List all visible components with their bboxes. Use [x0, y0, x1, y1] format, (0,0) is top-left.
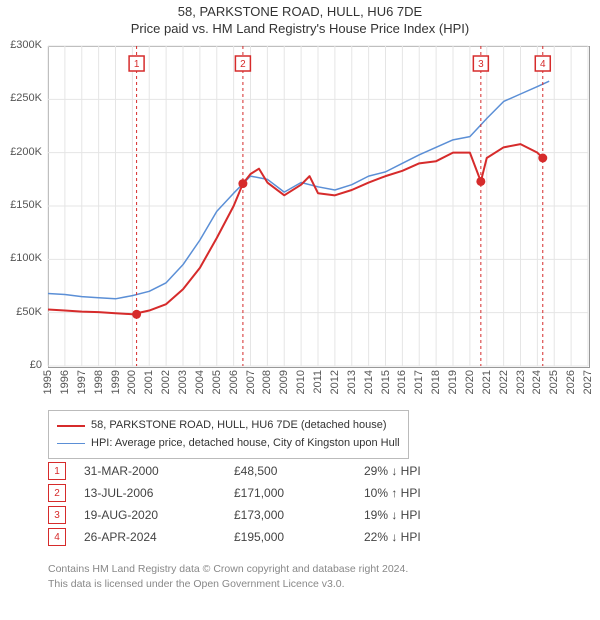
legend-swatch — [57, 425, 85, 427]
xtick-label: 2014 — [363, 370, 375, 394]
xtick-label: 2017 — [413, 370, 425, 394]
xtick-label: 2002 — [160, 370, 172, 394]
ytick-label: £0 — [0, 359, 42, 371]
xtick-label: 2015 — [380, 370, 392, 394]
xtick-label: 1996 — [59, 370, 71, 394]
ytick-label: £100K — [0, 252, 42, 264]
xtick-label: 2009 — [278, 370, 290, 394]
xtick-label: 1997 — [76, 370, 88, 394]
ytick-label: £50K — [0, 306, 42, 318]
xtick-label: 1995 — [42, 370, 54, 394]
table-row: 1 31-MAR-2000£48,50029% ↓ HPI — [48, 460, 504, 482]
xtick-label: 2022 — [498, 370, 510, 394]
xtick-label: 1999 — [110, 370, 122, 394]
xtick-label: 2006 — [228, 370, 240, 394]
xtick-label: 2026 — [565, 370, 577, 394]
xtick-label: 2000 — [126, 370, 138, 394]
xtick-label: 2003 — [177, 370, 189, 394]
xtick-label: 1998 — [93, 370, 105, 394]
cell-price: £171,000 — [234, 486, 364, 500]
xtick-label: 2027 — [582, 370, 594, 394]
cell-date: 19-AUG-2020 — [84, 508, 234, 522]
svg-text:2: 2 — [240, 59, 246, 70]
transactions-table: 1 31-MAR-2000£48,50029% ↓ HPI 2 13-JUL-2006… — [48, 460, 504, 548]
svg-text:1: 1 — [134, 59, 140, 70]
marker-box: 4 — [48, 528, 66, 546]
footer-line2: This data is licensed under the Open Gov… — [48, 577, 408, 592]
xtick-label: 2001 — [143, 370, 155, 394]
cell-pct: 29% ↓ HPI — [364, 464, 504, 478]
xtick-label: 2025 — [548, 370, 560, 394]
table-row: 2 13-JUL-2006£171,00010% ↑ HPI — [48, 482, 504, 504]
table-row: 3 19-AUG-2020£173,00019% ↓ HPI — [48, 504, 504, 526]
xtick-label: 2005 — [211, 370, 223, 394]
xtick-label: 2004 — [194, 370, 206, 394]
legend-swatch — [57, 443, 85, 444]
cell-date: 26-APR-2024 — [84, 530, 234, 544]
svg-text:3: 3 — [478, 59, 484, 70]
legend-item: 58, PARKSTONE ROAD, HULL, HU6 7DE (detac… — [57, 417, 400, 435]
marker-box: 3 — [48, 506, 66, 524]
marker-box: 2 — [48, 484, 66, 502]
ytick-label: £150K — [0, 199, 42, 211]
xtick-label: 2007 — [245, 370, 257, 394]
legend-label: 58, PARKSTONE ROAD, HULL, HU6 7DE (detac… — [91, 417, 387, 435]
cell-price: £195,000 — [234, 530, 364, 544]
marker-box: 1 — [48, 462, 66, 480]
footer-attribution: Contains HM Land Registry data © Crown c… — [48, 562, 408, 591]
xtick-label: 2008 — [261, 370, 273, 394]
legend-label: HPI: Average price, detached house, City… — [91, 435, 400, 453]
xtick-label: 2019 — [447, 370, 459, 394]
legend-item: HPI: Average price, detached house, City… — [57, 435, 400, 453]
xtick-label: 2020 — [464, 370, 476, 394]
xtick-label: 2011 — [312, 370, 324, 394]
ytick-label: £300K — [0, 39, 42, 51]
xtick-label: 2016 — [396, 370, 408, 394]
xtick-label: 2010 — [295, 370, 307, 394]
ytick-label: £250K — [0, 92, 42, 104]
footer-line1: Contains HM Land Registry data © Crown c… — [48, 562, 408, 577]
ytick-label: £200K — [0, 146, 42, 158]
xtick-label: 2021 — [481, 370, 493, 394]
cell-pct: 19% ↓ HPI — [364, 508, 504, 522]
cell-pct: 10% ↑ HPI — [364, 486, 504, 500]
cell-pct: 22% ↓ HPI — [364, 530, 504, 544]
svg-text:4: 4 — [540, 59, 546, 70]
xtick-label: 2013 — [346, 370, 358, 394]
cell-date: 13-JUL-2006 — [84, 486, 234, 500]
cell-price: £173,000 — [234, 508, 364, 522]
cell-price: £48,500 — [234, 464, 364, 478]
xtick-label: 2024 — [531, 370, 543, 394]
xtick-label: 2012 — [329, 370, 341, 394]
legend: 58, PARKSTONE ROAD, HULL, HU6 7DE (detac… — [48, 410, 409, 459]
chart-container: { "title": { "line1": "58, PARKSTONE ROA… — [0, 0, 600, 620]
xtick-label: 2023 — [515, 370, 527, 394]
xtick-label: 2018 — [430, 370, 442, 394]
cell-date: 31-MAR-2000 — [84, 464, 234, 478]
table-row: 4 26-APR-2024£195,00022% ↓ HPI — [48, 526, 504, 548]
